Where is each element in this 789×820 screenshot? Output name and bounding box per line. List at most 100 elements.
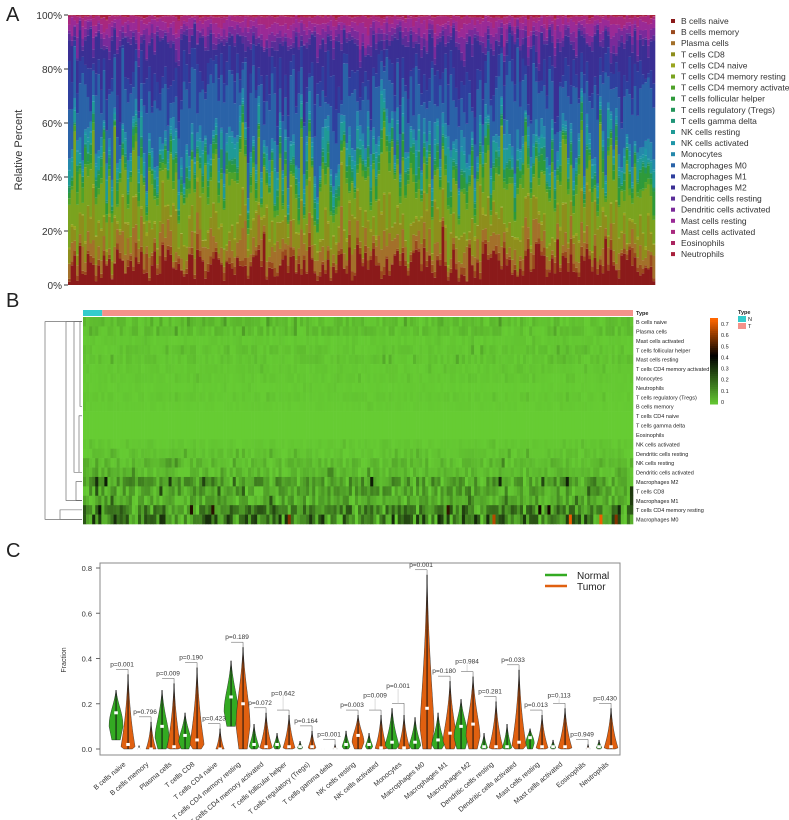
bar-segment [238, 22, 242, 28]
bar-segment [420, 216, 424, 219]
bar-segment [550, 35, 554, 43]
bar-segment [353, 187, 357, 190]
bar-segment [281, 41, 285, 47]
bar-segment [345, 54, 349, 64]
bar-segment [246, 219, 250, 229]
bar-segment [102, 70, 106, 121]
bar-segment [196, 177, 200, 182]
bar-segment [294, 194, 298, 199]
bar-segment [230, 142, 234, 160]
bar-segment [524, 110, 528, 113]
bar-segment [124, 89, 127, 133]
bar-segment [441, 103, 445, 113]
bar-segment [646, 138, 650, 159]
bar-segment [638, 19, 642, 31]
bar-segment [140, 246, 144, 252]
bar-segment [105, 251, 109, 261]
bar-segment [174, 172, 178, 210]
bar-segment [556, 202, 560, 205]
bar-segment [302, 214, 306, 216]
bar-segment [105, 15, 109, 20]
bar-segment [420, 93, 424, 106]
bar-segment [129, 38, 133, 45]
bar-segment [169, 154, 173, 216]
bar-segment [118, 46, 122, 123]
heatmap-cell [214, 317, 218, 327]
bar-segment [172, 159, 176, 182]
bar-segment [556, 116, 560, 133]
bar-segment [116, 168, 119, 172]
heatmap-cell [339, 317, 344, 327]
heatmap-cell [92, 317, 96, 327]
bar-segment [377, 170, 381, 175]
bar-segment [172, 189, 176, 203]
bar-segment [257, 105, 261, 124]
bar-segment [356, 15, 360, 17]
bar-segment [300, 15, 304, 17]
legend-swatch [671, 185, 675, 190]
bar-segment [297, 234, 301, 249]
bar-segment [468, 36, 472, 81]
bar-segment [529, 167, 533, 182]
bar-segment [124, 36, 127, 38]
bar-segment [281, 15, 285, 17]
bar-segment [145, 220, 149, 233]
bar-segment [497, 218, 501, 235]
bar-segment [492, 162, 496, 166]
bar-segment [534, 158, 538, 198]
bar-segment [470, 56, 474, 108]
bar-segment [484, 32, 488, 48]
bar-segment [596, 119, 600, 184]
bar-segment [316, 218, 320, 220]
bar-segment [100, 15, 103, 18]
bar-segment [478, 272, 482, 280]
bar-segment [113, 15, 117, 17]
bar-segment [585, 167, 589, 170]
bar-segment [550, 254, 554, 259]
bar-segment [318, 251, 322, 272]
bar-segment [94, 153, 98, 164]
bar-segment [353, 198, 357, 218]
bar-segment [454, 184, 458, 237]
bar-segment [316, 219, 320, 224]
bar-segment [308, 212, 312, 233]
bar-segment [169, 135, 173, 141]
bar-segment [164, 145, 168, 150]
bar-segment [246, 16, 250, 28]
bar-segment [494, 245, 498, 255]
bar-segment [137, 182, 141, 184]
bar-segment [505, 16, 509, 18]
bar-segment [502, 119, 506, 135]
bar-segment [334, 143, 338, 174]
bar-segment [142, 273, 146, 285]
bar-segment [198, 32, 202, 38]
bar-segment [452, 144, 456, 149]
bar-segment [489, 105, 493, 169]
bar-segment [78, 61, 82, 84]
bar-segment [270, 149, 274, 152]
bar-segment [332, 235, 336, 237]
bar-segment [361, 22, 365, 34]
bar-segment [625, 250, 629, 255]
bar-segment [524, 74, 528, 111]
bar-segment [249, 261, 253, 267]
bar-segment [124, 22, 127, 33]
bar-segment [246, 275, 250, 279]
bar-segment [601, 71, 605, 84]
bar-segment [196, 153, 200, 162]
legend-swatch [671, 252, 675, 257]
bar-segment [78, 17, 82, 20]
bar-segment [582, 185, 586, 188]
bar-segment [545, 16, 549, 17]
bar-segment [73, 40, 77, 47]
bar-segment [430, 191, 434, 201]
bar-segment [446, 84, 450, 126]
bar-segment [398, 19, 402, 22]
bar-segment [220, 74, 224, 128]
bar-segment [489, 16, 493, 18]
bar-segment [278, 222, 282, 249]
bar-segment [532, 165, 536, 175]
bar-segment [433, 199, 437, 202]
bar-segment [246, 278, 250, 285]
bar-segment [180, 233, 184, 259]
